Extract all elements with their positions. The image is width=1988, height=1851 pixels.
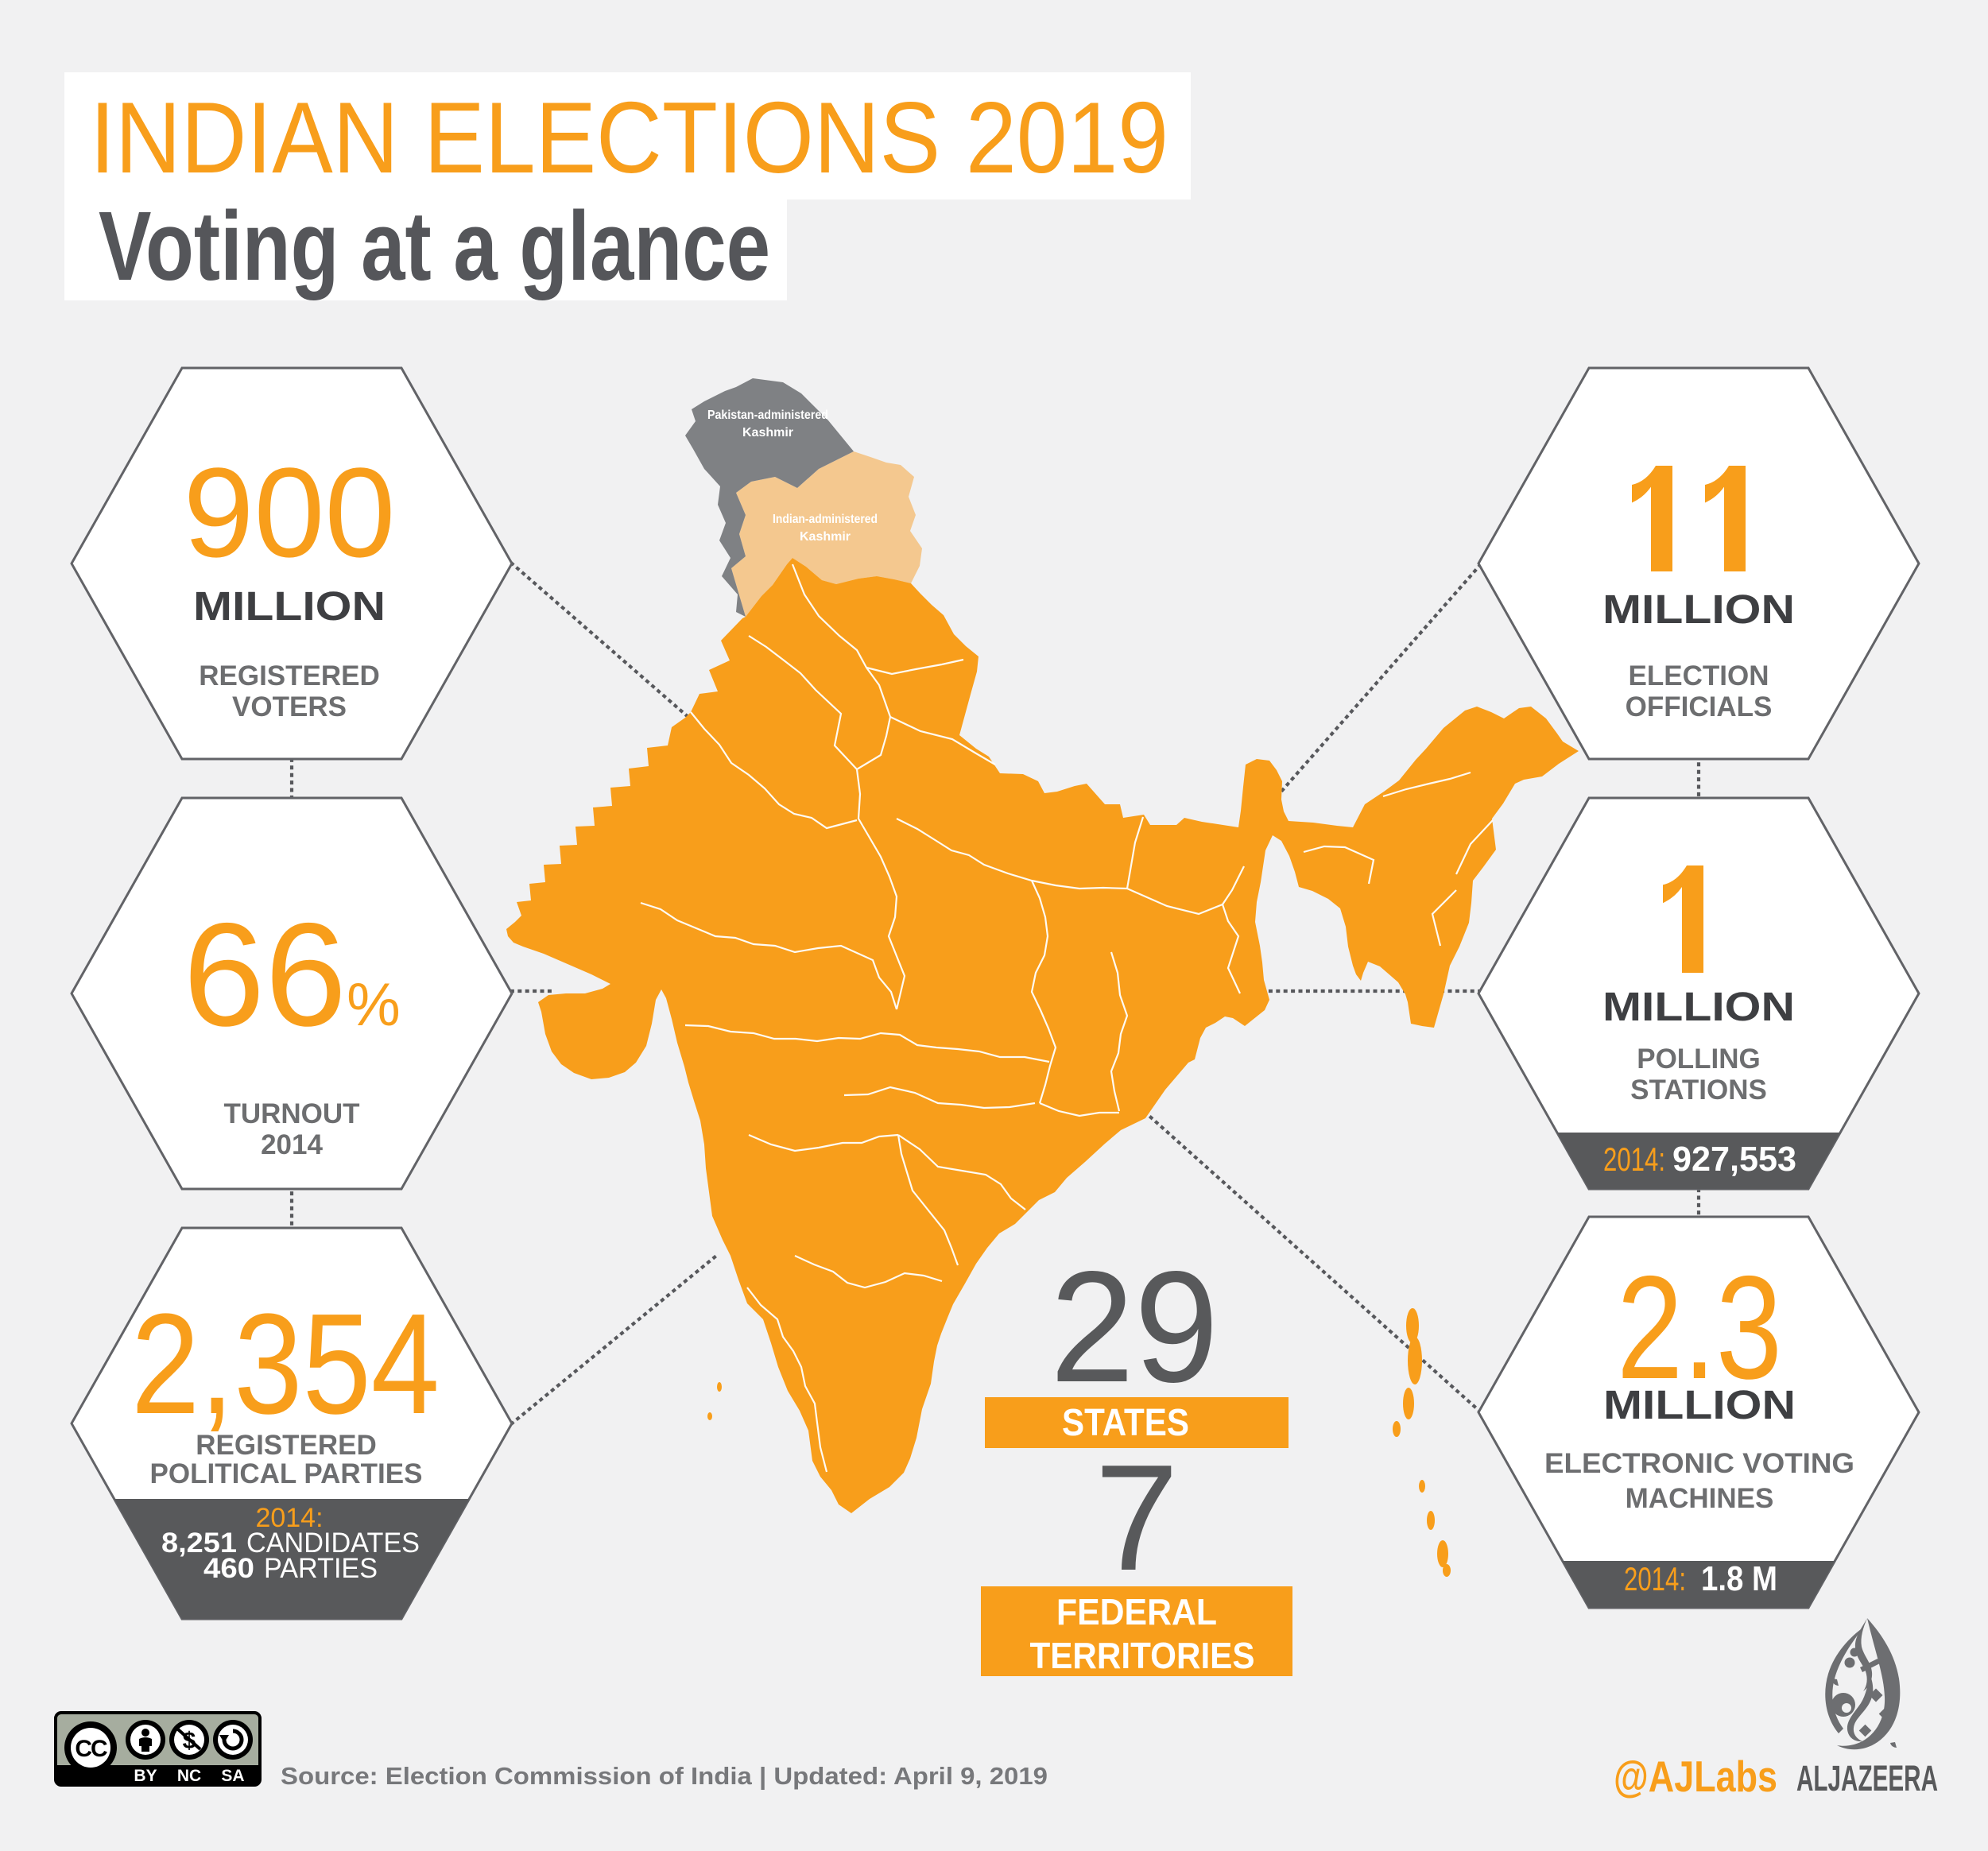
svg-text:ELECTION: ELECTION bbox=[1629, 660, 1769, 691]
svg-text:Pakistan-administered: Pakistan-administered bbox=[707, 409, 828, 422]
svg-text:BY: BY bbox=[134, 1767, 157, 1785]
svg-text:Indian-administered: Indian-administered bbox=[773, 513, 878, 526]
svg-text:ELECTRONIC VOTING: ELECTRONIC VOTING bbox=[1544, 1448, 1854, 1479]
svg-text:MILLION: MILLION bbox=[1603, 1382, 1796, 1427]
svg-text:7: 7 bbox=[1095, 1434, 1179, 1602]
svg-text:2.3: 2.3 bbox=[1617, 1246, 1782, 1410]
svg-text:460: 460 bbox=[203, 1553, 254, 1584]
svg-text:TURNOUT: TURNOUT bbox=[223, 1098, 359, 1129]
svg-text:ALJAZEERA: ALJAZEERA bbox=[1796, 1758, 1938, 1799]
svg-text:MILLION: MILLION bbox=[1602, 587, 1795, 632]
svg-text:MACHINES: MACHINES bbox=[1626, 1483, 1774, 1514]
svg-text:POLLING: POLLING bbox=[1637, 1044, 1761, 1075]
svg-text:REGISTERED: REGISTERED bbox=[196, 1430, 377, 1461]
svg-text:927,553: 927,553 bbox=[1672, 1140, 1796, 1179]
svg-text:TERRITORIES: TERRITORIES bbox=[1030, 1635, 1255, 1676]
svg-text:REGISTERED: REGISTERED bbox=[199, 660, 380, 691]
svg-text:SA: SA bbox=[221, 1767, 244, 1785]
svg-text:Source: Election Commission o: Source: Election Commission of India | U… bbox=[281, 1762, 1048, 1790]
svg-text:POLITICAL PARTIES: POLITICAL PARTIES bbox=[150, 1458, 423, 1489]
svg-text:OFFICIALS: OFFICIALS bbox=[1626, 691, 1773, 722]
svg-text:VOTERS: VOTERS bbox=[232, 691, 347, 722]
svg-text:FEDERAL: FEDERAL bbox=[1056, 1591, 1217, 1632]
svg-text:INDIAN ELECTIONS 2019: INDIAN ELECTIONS 2019 bbox=[90, 81, 1168, 194]
svg-text:@AJLabs: @AJLabs bbox=[1614, 1752, 1777, 1801]
svg-text:29: 29 bbox=[1050, 1239, 1219, 1415]
svg-text:PARTIES: PARTIES bbox=[264, 1553, 378, 1584]
svg-text:2014:: 2014: bbox=[1603, 1140, 1665, 1178]
svg-text:2,354: 2,354 bbox=[131, 1284, 440, 1444]
svg-text:Voting at a glance: Voting at a glance bbox=[99, 192, 770, 301]
svg-text:8,251: 8,251 bbox=[161, 1528, 237, 1559]
svg-text:STATES: STATES bbox=[1062, 1402, 1189, 1444]
svg-text:NC: NC bbox=[177, 1767, 201, 1785]
svg-text:2014: 2014 bbox=[261, 1129, 323, 1160]
svg-text:900: 900 bbox=[184, 441, 396, 583]
svg-text:CC: CC bbox=[75, 1736, 107, 1762]
svg-text:1.8 M: 1.8 M bbox=[1701, 1559, 1777, 1598]
svg-text:2014:: 2014: bbox=[255, 1503, 323, 1533]
svg-text:2014:: 2014: bbox=[1624, 1560, 1686, 1597]
svg-text:MILLION: MILLION bbox=[193, 583, 386, 629]
svg-text:Kashmir: Kashmir bbox=[742, 426, 793, 440]
svg-text:MILLION: MILLION bbox=[1602, 984, 1795, 1029]
svg-text:CANDIDATES: CANDIDATES bbox=[246, 1528, 420, 1559]
svg-text:STATIONS: STATIONS bbox=[1630, 1075, 1767, 1106]
svg-text:Kashmir: Kashmir bbox=[800, 530, 851, 544]
